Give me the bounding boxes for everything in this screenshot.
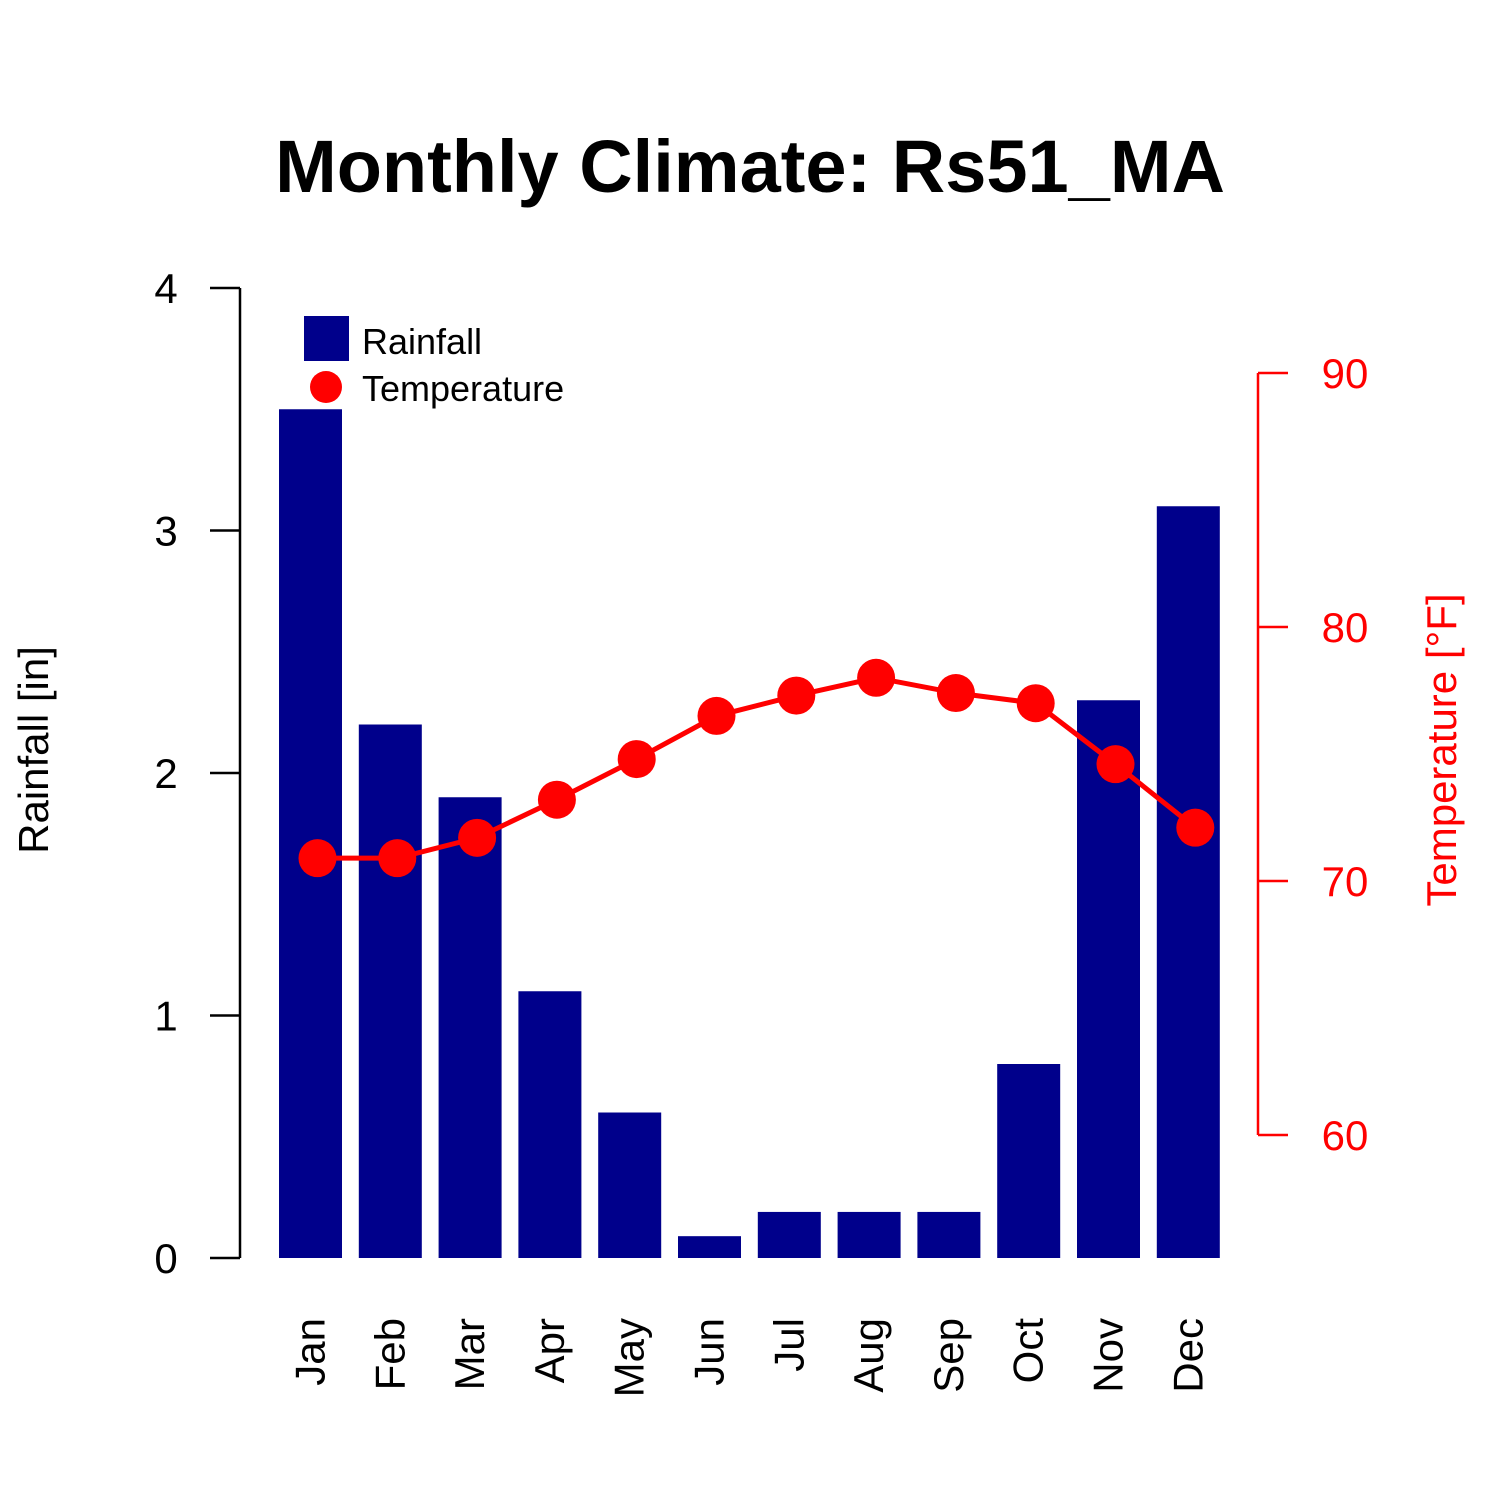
month-label-feb: Feb (366, 1318, 413, 1390)
month-label-jul: Jul (765, 1318, 812, 1372)
month-label-mar: Mar (446, 1318, 493, 1390)
rainfall-axis-label: Rainfall [in] (10, 646, 57, 854)
temperature-point-nov (1096, 745, 1135, 784)
rainfall-bar-may (598, 1112, 662, 1258)
legend-temperature-marker (310, 371, 342, 403)
month-label-nov: Nov (1085, 1318, 1132, 1393)
legend: Rainfall Temperature (304, 316, 564, 409)
legend-temperature-label: Temperature (362, 368, 564, 409)
rainfall-bar-aug (837, 1211, 901, 1258)
temperature-point-jun (697, 696, 736, 735)
rainfall-bar-nov (1077, 700, 1140, 1258)
rainfall-bar-oct (997, 1064, 1061, 1258)
temperature-series (298, 658, 1215, 878)
month-label-apr: Apr (526, 1318, 573, 1383)
legend-rainfall-swatch (304, 316, 349, 361)
temperature-point-may (617, 740, 656, 779)
month-label-aug: Aug (845, 1318, 892, 1393)
temperature-point-jan (298, 839, 337, 878)
temperature-point-mar (458, 818, 497, 857)
rainfall-bar-sep (917, 1211, 981, 1258)
temperature-point-feb (378, 839, 417, 878)
rainfall-bar-jul (757, 1211, 821, 1258)
rainfall-bar-jun (678, 1236, 741, 1258)
temperature-tick-label: 70 (1322, 858, 1369, 905)
month-label-dec: Dec (1164, 1318, 1211, 1393)
temperature-axis-label: Temperature [°F] (1418, 593, 1465, 906)
temperature-point-aug (857, 658, 896, 697)
temperature-point-sep (936, 674, 975, 713)
temperature-tick-label: 90 (1322, 350, 1369, 397)
rainfall-axis: 0 1 2 3 4 (154, 265, 242, 1282)
legend-rainfall-label: Rainfall (362, 321, 482, 362)
rainfall-bars (279, 409, 1220, 1258)
month-label-oct: Oct (1005, 1318, 1052, 1384)
rainfall-bar-jan (279, 409, 342, 1258)
temperature-point-oct (1016, 684, 1055, 723)
temperature-point-dec (1176, 808, 1215, 847)
chart-title: Monthly Climate: Rs51_MA (275, 125, 1225, 208)
rainfall-tick-label: 0 (154, 1235, 177, 1282)
month-label-jan: Jan (287, 1318, 334, 1386)
month-label-may: May (606, 1318, 653, 1397)
temperature-axis: 60 70 80 90 (1256, 350, 1369, 1159)
temperature-point-jul (777, 676, 816, 715)
month-label-jun: Jun (686, 1318, 733, 1386)
month-axis-labels: Jan Feb Mar Apr May Jun Jul Aug Sep Oct Nov Dec (287, 1318, 1212, 1398)
temperature-tick-label: 80 (1322, 604, 1369, 651)
rainfall-tick-label: 4 (154, 265, 177, 312)
rainfall-bar-apr (518, 991, 582, 1258)
temperature-point-apr (537, 780, 576, 819)
temperature-tick-label: 60 (1322, 1112, 1369, 1159)
rainfall-tick-label: 3 (154, 508, 177, 555)
rainfall-tick-label: 2 (154, 750, 177, 797)
rainfall-bar-feb (358, 724, 422, 1258)
rainfall-tick-label: 1 (154, 993, 177, 1040)
rainfall-bar-dec (1156, 506, 1220, 1258)
rainfall-bar-mar (438, 797, 502, 1258)
month-label-sep: Sep (925, 1318, 972, 1393)
